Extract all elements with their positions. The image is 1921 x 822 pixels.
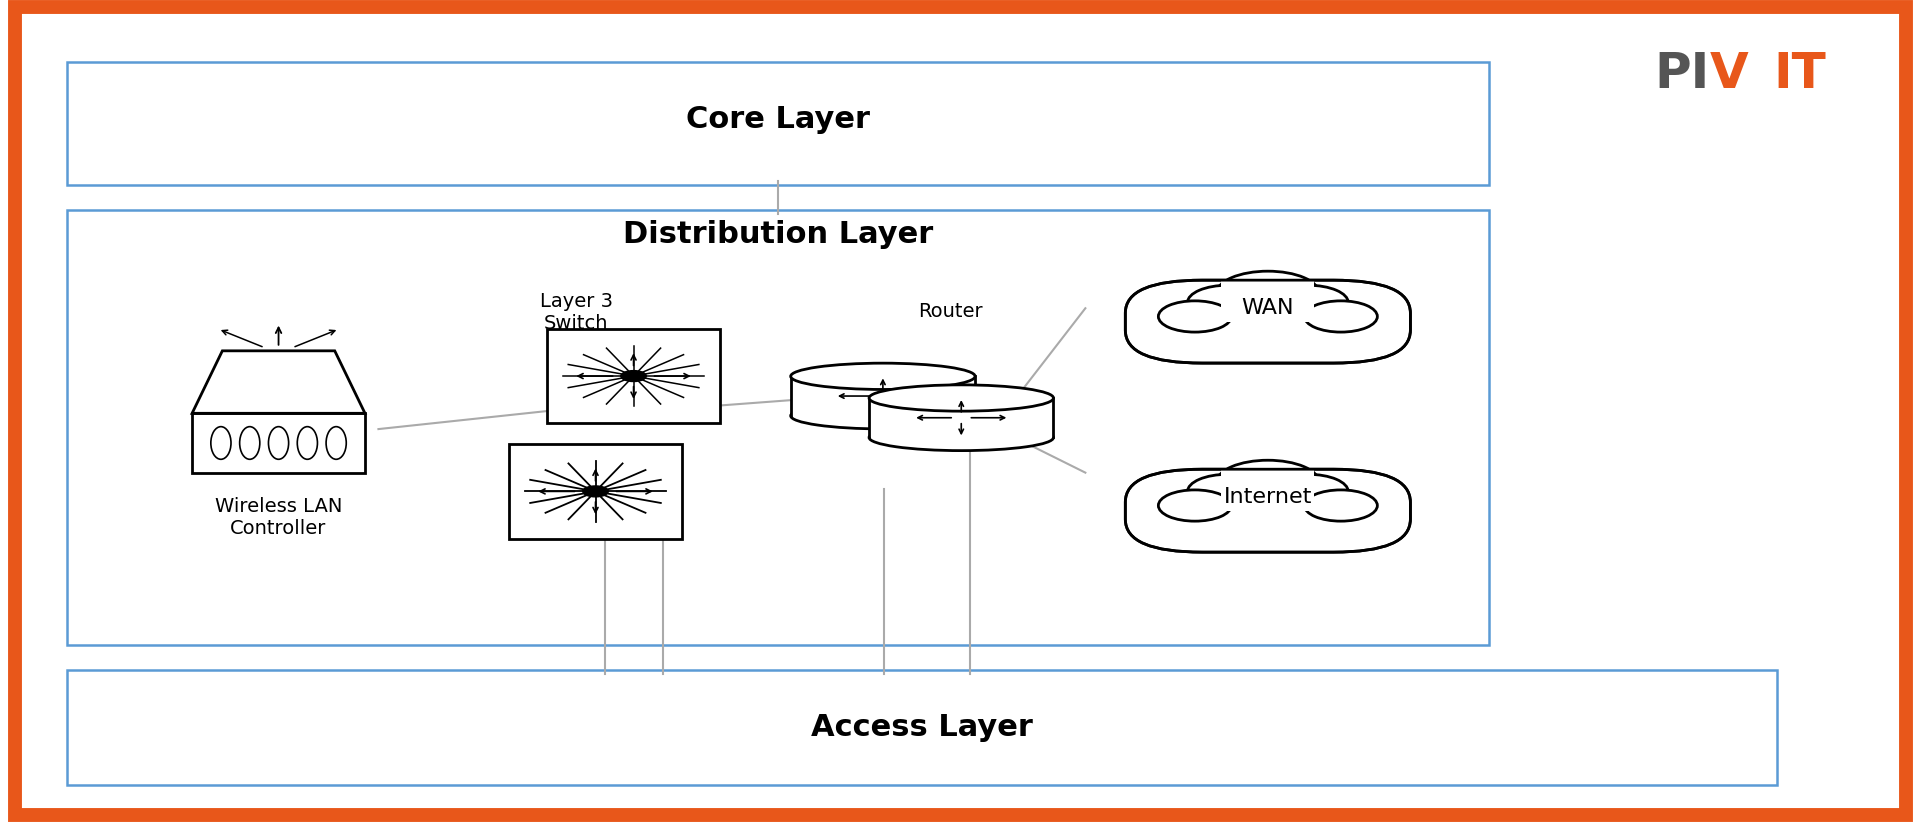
Circle shape [1304,490,1377,521]
Ellipse shape [269,427,288,459]
Circle shape [1216,271,1320,315]
Circle shape [582,486,609,496]
Text: Wireless LAN
Controller: Wireless LAN Controller [215,497,342,538]
Circle shape [1158,301,1231,332]
Bar [192,413,365,473]
Circle shape [1187,285,1268,320]
Ellipse shape [868,424,1053,450]
Circle shape [1268,474,1349,509]
Text: Access Layer: Access Layer [811,713,1033,742]
Text: WAN: WAN [1241,298,1295,318]
Bar [868,398,1053,437]
Text: Router: Router [918,302,984,321]
Circle shape [620,371,645,381]
FancyBboxPatch shape [67,62,1489,185]
Bar [547,329,720,423]
FancyBboxPatch shape [67,210,1489,645]
Text: IT: IT [1773,50,1825,98]
FancyBboxPatch shape [67,670,1777,785]
Bar [1222,281,1314,322]
Ellipse shape [240,427,259,459]
Polygon shape [192,351,365,413]
Circle shape [1304,301,1377,332]
Bar [1222,470,1314,511]
Bar [509,444,682,538]
Bar [791,376,976,416]
Ellipse shape [791,403,976,429]
Circle shape [1158,490,1231,521]
Text: V: V [1710,50,1748,98]
Circle shape [1216,460,1320,504]
Ellipse shape [327,427,346,459]
Text: Internet: Internet [1224,487,1312,507]
Text: Layer 3
Switch: Layer 3 Switch [540,292,613,333]
Ellipse shape [298,427,317,459]
Circle shape [1268,285,1349,320]
FancyBboxPatch shape [1126,280,1410,363]
Text: Core Layer: Core Layer [686,104,870,134]
Text: PI: PI [1654,50,1710,98]
FancyBboxPatch shape [1126,469,1410,552]
Ellipse shape [868,385,1053,411]
Ellipse shape [791,363,976,390]
Text: Distribution Layer: Distribution Layer [622,219,934,249]
Circle shape [1187,474,1268,509]
Ellipse shape [211,427,231,459]
